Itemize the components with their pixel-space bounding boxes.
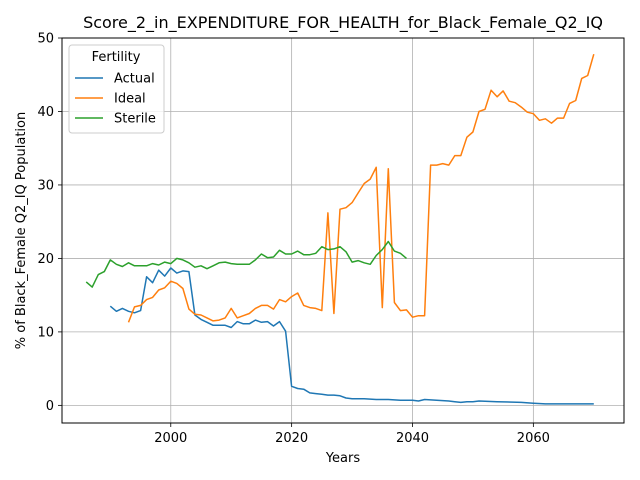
series-line-actual [109,267,594,405]
legend-box [68,44,165,134]
x-tick-label: 2060 [517,431,550,446]
legend-label-ideal: Ideal [114,92,146,107]
chart-title: Score_2_in_EXPENDITURE_FOR_HEALTH_for_Bl… [83,13,603,33]
series-line-sterile [85,240,407,288]
legend-title: Fertility [92,50,141,65]
x-tick-label: 2020 [275,431,308,446]
axis-ticks: 2000 2020 2040 2060 0 10 20 30 40 50 [37,32,549,447]
x-tick-label: 2000 [154,431,187,446]
series-lines [85,53,595,405]
legend-label-actual: Actual [114,72,155,87]
x-axis-label: Years [325,451,361,466]
legend-label-sterile: Sterile [114,112,156,127]
y-tick-label: 0 [46,399,54,414]
y-tick-label: 20 [37,252,54,267]
plot-frame [61,37,625,424]
x-tick-label: 2040 [396,431,429,446]
y-tick-label: 40 [37,105,54,120]
y-tick-label: 10 [37,325,54,340]
legend: Fertility Actual Ideal Sterile [68,44,165,134]
series-line-ideal [127,53,595,323]
y-tick-label: 50 [37,32,54,47]
y-axis-label: % of Black_Female Q2_IQ Population [14,112,29,349]
y-tick-label: 30 [37,178,54,193]
